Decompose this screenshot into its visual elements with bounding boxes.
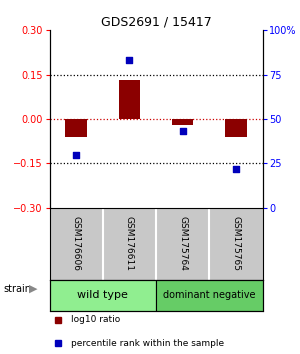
Text: log10 ratio: log10 ratio (71, 315, 120, 324)
Text: GSM176606: GSM176606 (72, 216, 81, 272)
Text: GSM175764: GSM175764 (178, 217, 187, 272)
Point (180, 129, 185, 134)
Bar (172, 119, 193, 125)
Point (233, 166, 238, 172)
Bar (156, 280, 262, 310)
Point (74, 152, 79, 157)
Bar (65, 119, 87, 137)
Text: GSM176611: GSM176611 (125, 216, 134, 272)
Text: ▶: ▶ (28, 284, 37, 293)
Bar (225, 119, 247, 137)
Point (127, 57, 132, 63)
Text: dominant negative: dominant negative (163, 290, 256, 300)
Text: strain: strain (3, 284, 31, 293)
Text: GSM175765: GSM175765 (231, 216, 240, 272)
Bar (50, 280, 156, 310)
Title: GDS2691 / 15417: GDS2691 / 15417 (100, 16, 212, 29)
Text: wild type: wild type (77, 290, 128, 300)
Bar (119, 80, 140, 119)
Text: percentile rank within the sample: percentile rank within the sample (71, 338, 224, 348)
